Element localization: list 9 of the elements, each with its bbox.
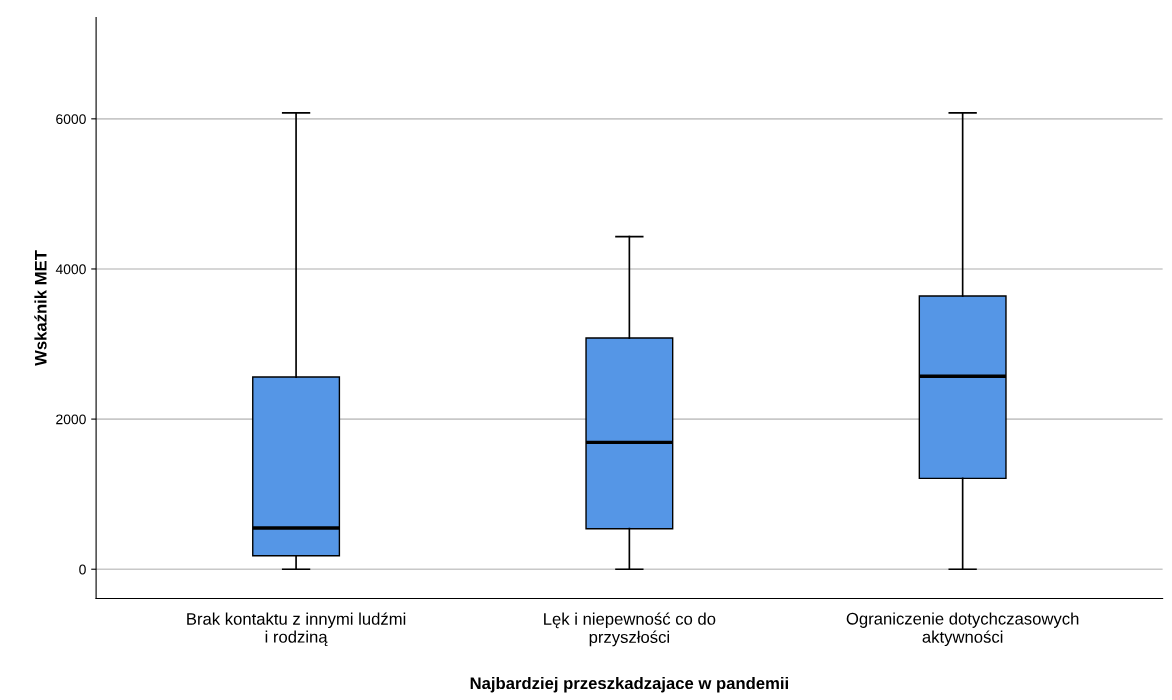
y-tick-label: 2000	[56, 414, 86, 425]
y-axis-title: Wskaźnik MET	[34, 250, 47, 366]
y-tick-label: 6000	[56, 114, 86, 125]
x-tick-label: Lęk i niepewność co do przyszłości	[544, 612, 716, 647]
y-tick-label: 4000	[55, 264, 86, 275]
x-axis-title: Najbardziej przeszkadzajace w pandemii	[470, 676, 788, 693]
x-tick-label: Brak kontaktu z innymi ludźmi i rodziną	[187, 612, 406, 647]
x-tick-label: Ograniczenie dotychczasowych aktywności	[846, 612, 1079, 647]
y-tick-label: 0	[79, 564, 86, 575]
